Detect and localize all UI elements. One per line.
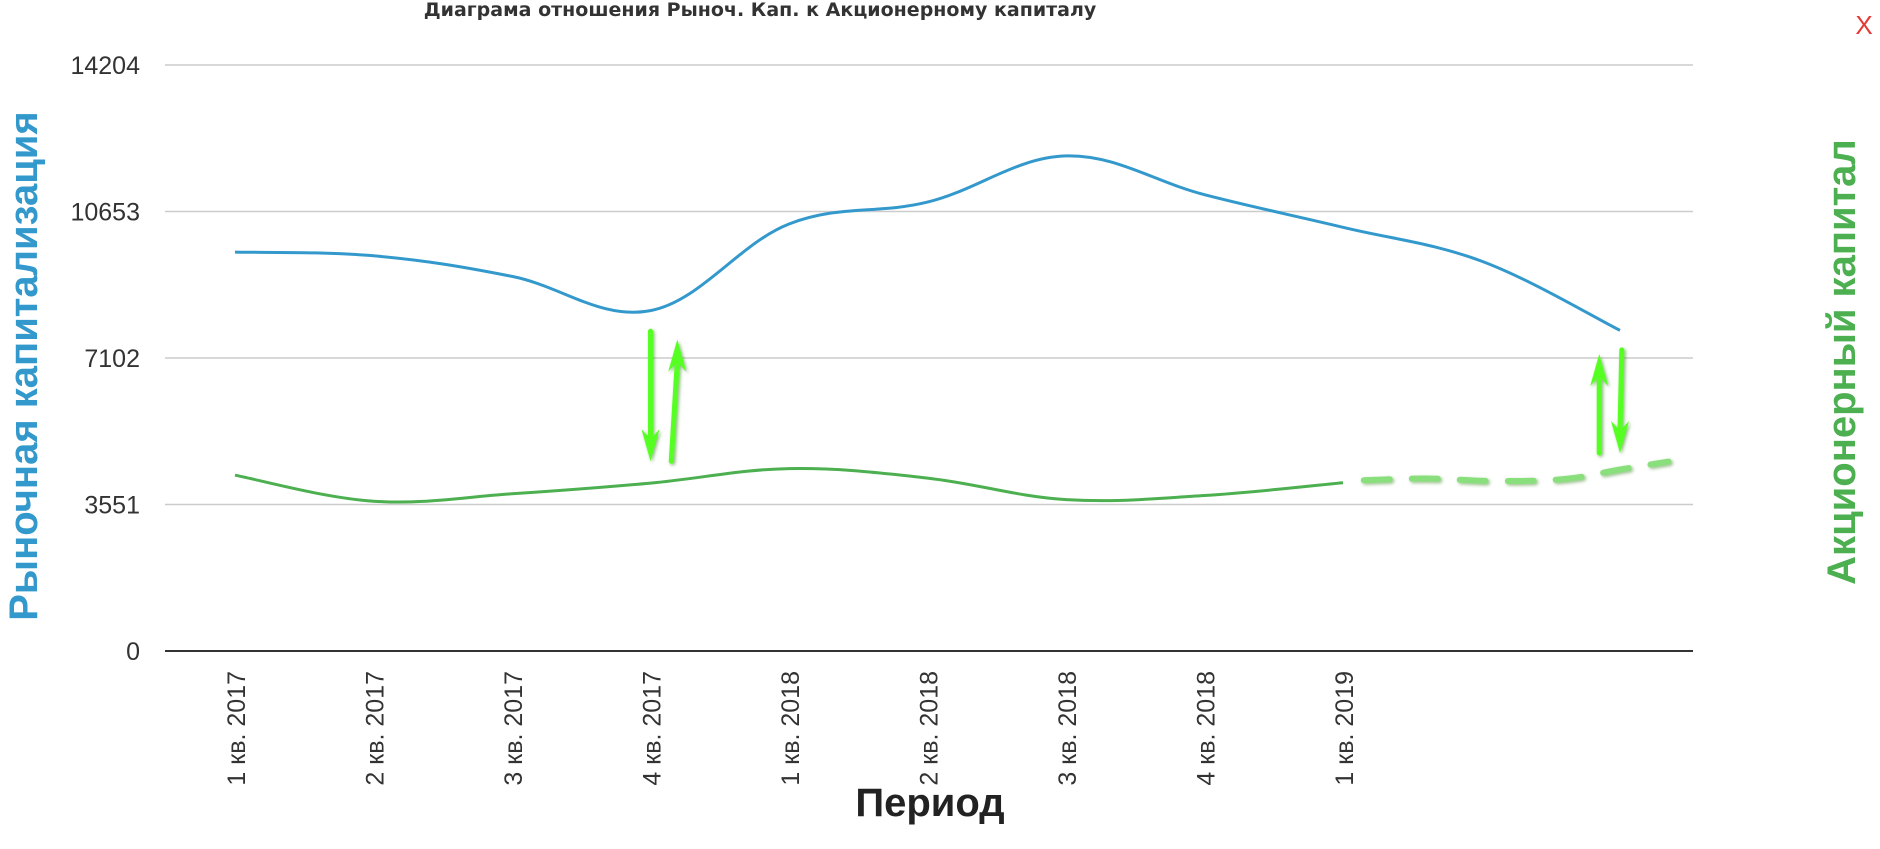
- x-tick-label: 1 кв. 2019: [1331, 671, 1359, 786]
- annotation-arrow: [641, 328, 660, 462]
- x-tick-label: 4 кв. 2017: [639, 671, 667, 786]
- x-axis-ticks: 1 кв. 2017 2 кв. 2017 3 кв. 2017 4 кв. 2017…: [223, 671, 1359, 786]
- x-tick-label: 3 кв. 2017: [500, 671, 528, 786]
- annotation-arrow: [1611, 347, 1629, 453]
- gridlines: [165, 64, 1693, 652]
- y-axis-label-right: Акционерный капитал: [1820, 139, 1864, 585]
- series-line-equity-forecast: [1360, 458, 1672, 485]
- series-line-market-cap: [234, 154, 1621, 332]
- y-tick-label: 0: [126, 638, 140, 666]
- arrow-head: [1611, 420, 1629, 453]
- x-tick-label: 2 кв. 2017: [362, 671, 390, 786]
- x-tick-label: 4 кв. 2018: [1193, 671, 1221, 786]
- x-tick-label: 2 кв. 2018: [916, 671, 944, 786]
- arrow-head: [641, 429, 660, 462]
- y-axis-ticks: 0 3551 7102 10653 14204: [70, 52, 140, 666]
- y-tick-label: 3551: [84, 492, 140, 520]
- arrow-shaft: [668, 359, 680, 464]
- series-line-equity: [234, 467, 1344, 504]
- arrow-head: [668, 339, 687, 372]
- chart-title: Диаграма отношения Рыноч. Кап. к Акционе…: [424, 0, 1097, 21]
- series: [234, 154, 1672, 504]
- close-button[interactable]: X: [1855, 10, 1872, 40]
- annotation-arrow: [668, 339, 687, 464]
- y-tick-label: 10653: [70, 199, 140, 227]
- x-axis-label: Период: [855, 781, 1004, 825]
- x-tick-label: 1 кв. 2018: [777, 671, 805, 786]
- arrow-shaft: [1617, 347, 1625, 434]
- x-tick-label: 3 кв. 2018: [1054, 671, 1082, 786]
- y-axis-label-left: Рыночная капитализация: [2, 111, 46, 621]
- x-tick-label: 1 кв. 2017: [223, 671, 251, 786]
- y-tick-label: 14204: [70, 52, 140, 80]
- annotation-arrow: [1590, 353, 1609, 456]
- y-tick-label: 7102: [84, 345, 140, 373]
- arrow-head: [1590, 353, 1609, 386]
- annotation-arrows: [641, 328, 1629, 464]
